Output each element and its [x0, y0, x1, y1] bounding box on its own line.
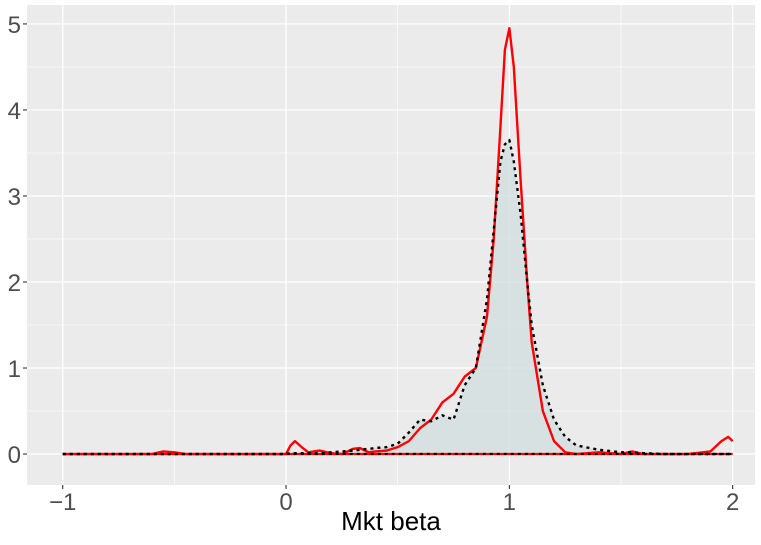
y-tick-label: 1	[8, 356, 21, 383]
y-tick-label: 2	[8, 270, 21, 297]
marks	[62, 27, 734, 456]
x-axis-title: Mkt beta	[341, 506, 441, 536]
density-line	[62, 27, 734, 456]
x-tick-label: 1	[503, 489, 516, 516]
y-tick-label: 5	[8, 12, 21, 39]
x-tick-label: 0	[279, 489, 292, 516]
density-line	[62, 138, 733, 456]
y-tick-label: 0	[8, 442, 21, 469]
y-tick-label: 3	[8, 184, 21, 211]
panel	[27, 5, 755, 485]
x-tick-label: −1	[49, 489, 76, 516]
x-tick-label: 2	[726, 489, 739, 516]
y-tick-label: 4	[8, 98, 21, 125]
